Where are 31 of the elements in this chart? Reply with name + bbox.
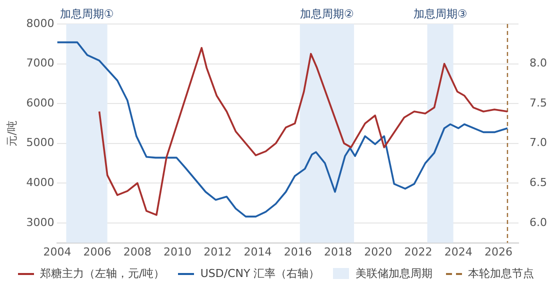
y2-tick-label: 8.0 xyxy=(530,56,548,70)
x-tick-label: 2016 xyxy=(284,245,312,258)
x-tick-label: 2018 xyxy=(324,245,352,258)
x-tick-label: 2020 xyxy=(364,245,392,258)
x-tick-label: 2010 xyxy=(164,245,192,258)
legend-label: USD/CNY 汇率（右轴） xyxy=(200,266,320,281)
y-tick-label: 7000 xyxy=(26,56,54,70)
band-label: 加息周期③ xyxy=(413,7,468,20)
x-tick-label: 2006 xyxy=(83,245,112,258)
text: 美联储加息周期 xyxy=(355,266,432,281)
y-tick-label: 6000 xyxy=(26,96,54,110)
y-tick-label: 5000 xyxy=(26,136,54,150)
x-tick-label: 2012 xyxy=(204,245,232,258)
y-tick-label: 4000 xyxy=(26,176,54,189)
band-label: 加息周期② xyxy=(300,7,354,20)
band-label: 加息周期① xyxy=(60,7,114,20)
y2-tick-label: 7.0 xyxy=(530,136,548,150)
y2-tick-label: 6.5 xyxy=(530,176,548,189)
x-tick-label: 2026 xyxy=(484,245,512,258)
x-tick-label: 2022 xyxy=(404,245,432,258)
y-tick-label: 8000 xyxy=(26,16,54,30)
x-tick-label: 2014 xyxy=(244,245,272,258)
x-tick-label: 2004 xyxy=(43,245,72,258)
x-tick-label: 2024 xyxy=(444,245,472,258)
y-axis-title: 元/吨 xyxy=(5,120,18,146)
legend-label: 郑糖主力（左轴，元/吨） xyxy=(40,266,165,281)
y2-tick-label: 7.5 xyxy=(530,96,548,110)
y2-tick-label: 6.0 xyxy=(530,216,548,229)
ref-line-label: 本轮加息节点 xyxy=(468,266,534,281)
x-tick-label: 2008 xyxy=(123,245,152,258)
y-tick-label: 3000 xyxy=(26,216,54,229)
